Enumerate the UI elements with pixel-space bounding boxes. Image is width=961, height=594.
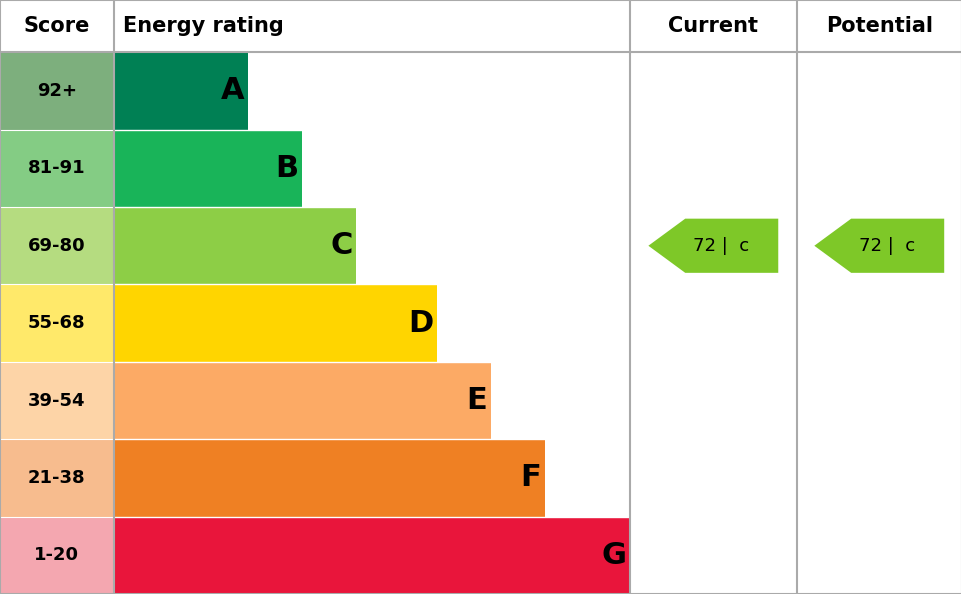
Text: 69-80: 69-80 [28, 237, 86, 255]
Bar [113, 517, 629, 594]
Bar [0, 517, 113, 594]
Text: 21-38: 21-38 [28, 469, 86, 487]
Text: B: B [275, 154, 298, 183]
Text: Current: Current [668, 16, 757, 36]
Bar [113, 207, 356, 285]
Bar [0, 129, 113, 207]
Text: E: E [466, 386, 487, 415]
Text: 72 |  c: 72 | c [857, 237, 914, 255]
Text: 55-68: 55-68 [28, 314, 86, 332]
Bar [113, 362, 491, 439]
Text: Potential: Potential [825, 16, 932, 36]
Text: Energy rating: Energy rating [123, 16, 283, 36]
Bar [0, 207, 113, 285]
Text: 39-54: 39-54 [28, 391, 86, 409]
Text: Score: Score [24, 16, 89, 36]
Text: F: F [520, 463, 541, 492]
Text: G: G [601, 541, 626, 570]
Text: C: C [330, 231, 352, 260]
Text: 81-91: 81-91 [28, 159, 86, 178]
Text: 92+: 92+ [37, 82, 77, 100]
Bar [113, 129, 302, 207]
Text: A: A [221, 77, 244, 106]
Text: 72 |  c: 72 | c [692, 237, 748, 255]
Bar [0, 52, 113, 129]
Bar [0, 285, 113, 362]
Bar [113, 285, 437, 362]
Bar [113, 52, 248, 129]
Bar [0, 362, 113, 439]
Text: D: D [407, 309, 433, 337]
Polygon shape [648, 219, 777, 273]
Text: 1-20: 1-20 [35, 546, 79, 564]
Polygon shape [813, 219, 943, 273]
Bar [113, 439, 545, 517]
Bar [0, 439, 113, 517]
